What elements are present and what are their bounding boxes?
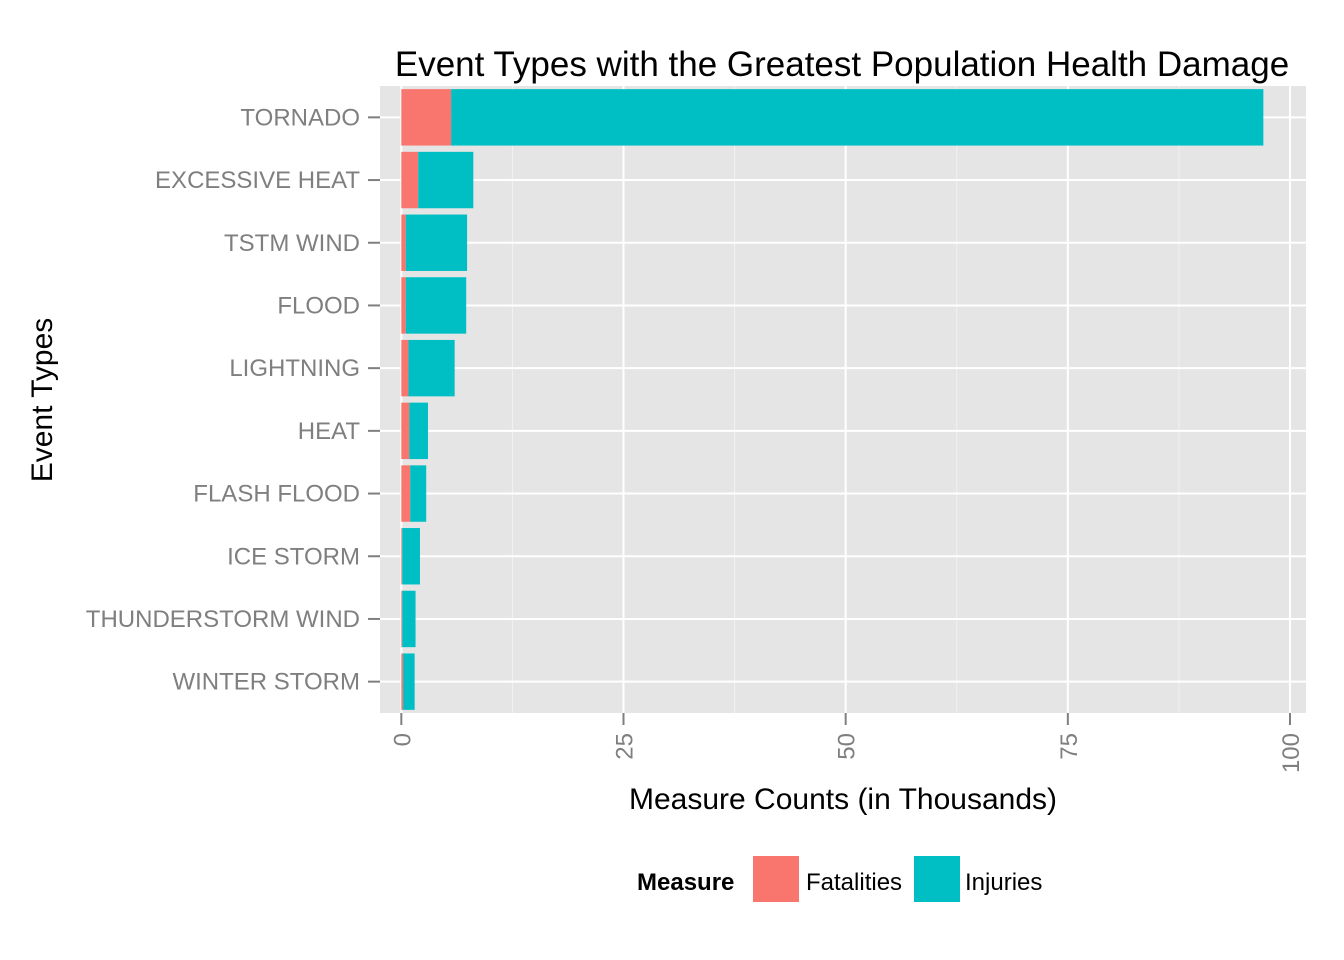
legend: Measure Fatalities Injuries xyxy=(637,856,1042,902)
x-tick-label: 0 xyxy=(389,733,416,746)
bar-fatalities xyxy=(401,89,452,146)
y-tick-label: EXCESSIVE HEAT xyxy=(155,167,360,194)
bar-fatalities xyxy=(401,528,403,585)
bar-fatalities xyxy=(401,339,409,397)
bar-fatalities xyxy=(401,151,419,209)
y-tick-label: HEAT xyxy=(298,418,361,445)
x-axis: 0 25 50 75 100 xyxy=(389,713,1305,773)
bar-fatalities xyxy=(401,277,406,334)
bar-fatalities xyxy=(401,465,411,522)
bar-fatalities xyxy=(401,590,403,648)
y-axis-title: Event Types xyxy=(26,318,59,483)
bar-injuries xyxy=(405,277,467,334)
legend-swatch-fatalities xyxy=(753,856,799,902)
x-tick-label: 50 xyxy=(834,733,861,760)
bar-injuries xyxy=(418,151,474,209)
legend-label-fatalities: Fatalities xyxy=(806,869,902,896)
bar-injuries xyxy=(408,339,455,397)
x-tick-label: 100 xyxy=(1278,733,1305,773)
x-tick-label: 75 xyxy=(1056,733,1083,760)
legend-label-injuries: Injuries xyxy=(965,869,1042,896)
bar-fatalities xyxy=(401,214,406,271)
y-tick-label: FLASH FLOOD xyxy=(193,481,360,508)
x-tick-label: 25 xyxy=(611,733,638,760)
legend-title: Measure xyxy=(637,869,734,896)
plot-panel xyxy=(380,86,1306,713)
y-axis: TORNADO EXCESSIVE HEAT TSTM WIND FLOOD LIGHT… xyxy=(86,104,380,696)
y-tick-label: WINTER STORM xyxy=(172,669,360,696)
legend-swatch-injuries xyxy=(914,856,960,902)
bar-injuries xyxy=(402,590,416,648)
bar-injuries xyxy=(410,465,427,522)
bar-injuries xyxy=(409,402,428,460)
y-tick-label: ICE STORM xyxy=(227,543,360,570)
bar-fatalities xyxy=(401,653,404,710)
bar-injuries xyxy=(405,214,468,271)
bars xyxy=(401,89,1264,710)
chart-title: Event Types with the Greatest Population… xyxy=(395,45,1289,84)
minor-gridlines xyxy=(511,86,1180,713)
y-tick-label: LIGHTNING xyxy=(229,355,360,382)
y-tick-label: THUNDERSTORM WIND xyxy=(86,606,360,633)
y-tick-label: TSTM WIND xyxy=(224,230,360,257)
x-axis-title: Measure Counts (in Thousands) xyxy=(629,783,1057,816)
bar-fatalities xyxy=(401,402,410,460)
bar-injuries xyxy=(403,653,415,710)
y-tick-label: FLOOD xyxy=(277,292,360,319)
bar-injuries xyxy=(402,528,420,585)
bar-injuries xyxy=(451,89,1264,146)
y-tick-label: TORNADO xyxy=(240,104,360,131)
